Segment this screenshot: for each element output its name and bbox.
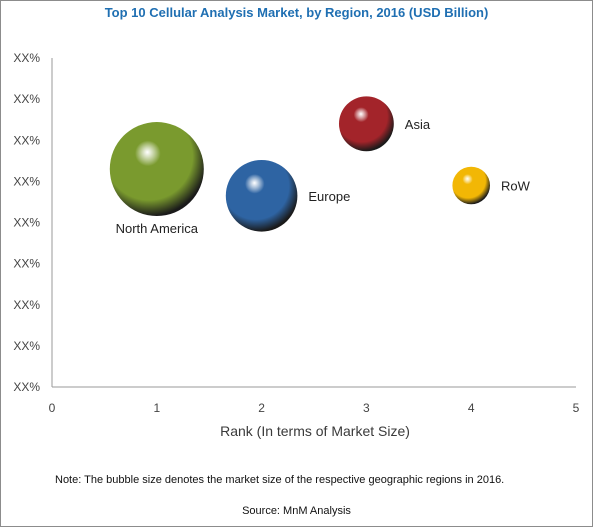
bubble-label: RoW: [501, 178, 531, 193]
bubble-row: [452, 166, 491, 205]
y-tick-label: XX%: [13, 133, 40, 147]
y-tick-label: XX%: [13, 339, 40, 353]
x-ticks: 0 1 2 3 4 5: [49, 401, 580, 415]
y-tick-label: XX%: [13, 174, 40, 188]
y-ticks: XX% XX% XX% XX% XX% XX% XX% XX% XX%: [13, 51, 40, 394]
y-tick-label: XX%: [13, 51, 40, 65]
y-tick-label: XX%: [13, 216, 40, 230]
x-axis-label: Rank (In terms of Market Size): [220, 423, 410, 439]
chart-title: Top 10 Cellular Analysis Market, by Regi…: [104, 5, 489, 20]
x-tick-label: 5: [573, 401, 580, 415]
y-tick-label: XX%: [13, 257, 40, 271]
x-tick-label: 0: [49, 401, 56, 415]
chart-source: Source: MnM Analysis: [242, 505, 351, 517]
x-tick-label: 4: [468, 401, 475, 415]
bubble-north-america: [109, 122, 204, 217]
x-tick-label: 3: [363, 401, 370, 415]
bubble-label: North America: [116, 221, 199, 236]
axes: [51, 58, 576, 388]
bubble-labels: North America Europe Asia RoW: [116, 117, 531, 236]
bubble-label: Asia: [405, 117, 431, 132]
chart-note: Note: The bubble size denotes the market…: [55, 474, 505, 486]
bubble-europe: [225, 159, 298, 232]
bubble-asia: [338, 96, 394, 152]
y-tick-label: XX%: [13, 92, 40, 106]
x-tick-label: 1: [153, 401, 160, 415]
bubble-label: Europe: [308, 189, 350, 204]
bubbles: [109, 96, 491, 232]
y-tick-label: XX%: [13, 380, 40, 394]
x-tick-label: 2: [258, 401, 265, 415]
y-tick-label: XX%: [13, 298, 40, 312]
